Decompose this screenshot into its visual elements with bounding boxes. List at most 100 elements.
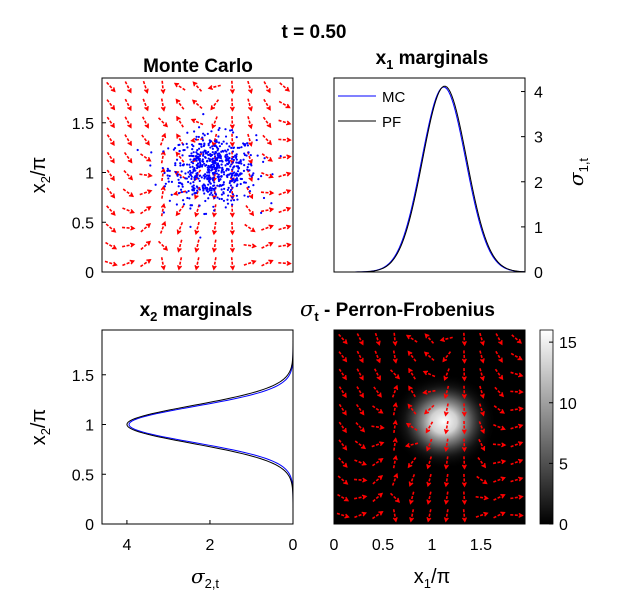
particle (193, 187, 196, 190)
vector-arrow (194, 257, 200, 271)
vector-arrow (229, 221, 235, 236)
particle (243, 194, 246, 197)
vector-arrow (356, 386, 364, 399)
particle (230, 163, 233, 166)
particle (193, 130, 196, 133)
particle (201, 158, 204, 161)
vector-arrow (510, 423, 524, 430)
particle (226, 159, 229, 162)
mc-ylabel: x2/π (28, 157, 53, 194)
vector-arrow (495, 350, 503, 363)
vector-arrow (247, 133, 253, 147)
particle (175, 158, 179, 161)
vector-arrow (423, 404, 435, 415)
particle (191, 188, 194, 191)
particle (198, 157, 201, 161)
vector-arrow (106, 169, 115, 182)
vector-arrow (372, 492, 384, 503)
particle (213, 167, 216, 171)
x1-yticks-right: 0 1 2 3 4 (521, 85, 543, 282)
vector-arrow (211, 239, 217, 253)
particle (237, 161, 240, 164)
particle (170, 193, 173, 196)
particle (203, 212, 206, 216)
particle (218, 145, 222, 148)
vector-arrow (159, 132, 167, 146)
particle (187, 180, 190, 184)
particle (222, 173, 226, 176)
particle (207, 168, 210, 171)
particle (236, 170, 240, 173)
particle (180, 170, 183, 173)
particle (200, 145, 203, 148)
particle (247, 185, 250, 189)
particle (217, 179, 221, 183)
vector-arrow (142, 80, 149, 94)
vector-arrow (372, 510, 384, 520)
particle (222, 199, 226, 202)
vector-arrow (279, 82, 290, 92)
particle (232, 158, 235, 161)
vector-arrow (176, 133, 184, 146)
particle (161, 166, 164, 170)
vector-arrow (247, 116, 253, 130)
particle (215, 163, 219, 166)
particle (209, 182, 212, 185)
vector-arrow (356, 333, 364, 346)
particle (204, 186, 207, 189)
vector-arrow (194, 204, 201, 218)
particle (234, 154, 237, 157)
vector-arrow (493, 424, 506, 431)
particle (250, 164, 253, 167)
particle (209, 177, 212, 180)
particle (175, 203, 178, 206)
vector-arrow (461, 509, 468, 523)
particle (214, 169, 218, 173)
vector-arrow (278, 206, 292, 214)
vector-arrow (423, 351, 435, 362)
particle (208, 139, 211, 142)
vector-arrow (141, 134, 150, 146)
vector-arrow (261, 259, 274, 267)
vector-arrow (191, 99, 203, 110)
pf-axes-box (333, 329, 526, 525)
particle (196, 171, 199, 175)
particle (252, 184, 255, 187)
vector-arrow (336, 512, 350, 519)
particle (198, 142, 201, 146)
particle (167, 147, 170, 150)
particle (209, 154, 212, 158)
particle (215, 145, 218, 148)
particle (178, 149, 181, 153)
vector-arrow (140, 223, 152, 233)
particle (192, 181, 195, 184)
particle (226, 148, 230, 151)
particle (227, 186, 230, 189)
particle (188, 169, 192, 173)
vector-arrow (426, 473, 432, 488)
ytick-label: 0.5 (72, 215, 94, 232)
particle (219, 153, 222, 157)
particle (206, 171, 209, 174)
particle (206, 190, 210, 193)
particle (246, 168, 249, 171)
particle (220, 197, 223, 201)
particle (186, 146, 189, 149)
particle (197, 126, 201, 129)
particle (225, 150, 228, 153)
particle (211, 157, 215, 160)
vector-arrow (176, 239, 183, 253)
vector-arrow (261, 224, 274, 231)
particle (204, 212, 208, 216)
particle (193, 192, 196, 195)
vector-arrow (354, 511, 368, 519)
vector-arrow (243, 259, 257, 266)
particle (240, 162, 243, 165)
particle (227, 194, 230, 197)
ytick-label: 2 (534, 175, 543, 192)
particle (248, 189, 252, 193)
vector-arrow (392, 402, 398, 416)
particle (232, 198, 236, 202)
particle (226, 198, 229, 201)
